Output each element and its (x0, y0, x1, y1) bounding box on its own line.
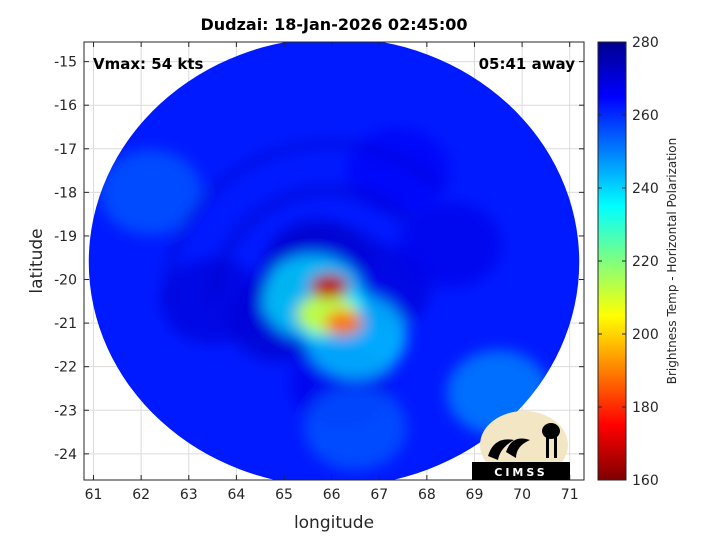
y-tick-label: -20 (54, 273, 77, 289)
swath-features (99, 127, 550, 471)
x-tick-label: 61 (85, 487, 103, 503)
y-tick-label: -18 (54, 185, 77, 201)
y-axis-label: latitude (27, 228, 47, 293)
x-tick-label: 64 (227, 487, 245, 503)
y-tick-label: -21 (54, 316, 77, 332)
swath-feature (99, 149, 203, 236)
x-tick-label: 71 (561, 487, 579, 503)
logo-text: CIMSS (494, 466, 547, 479)
axis-ticks: 61 62 63 64 65 66 67 68 69 70 71 -15 -16 -17 -18 -19 -20… (54, 42, 584, 503)
colorbar-tick-label: 260 (632, 108, 659, 124)
satellite-dish-icon-small (506, 438, 530, 458)
y-tick-label: -22 (54, 360, 77, 376)
y-tick-label: -17 (54, 142, 77, 158)
y-tick-label: -24 (54, 447, 77, 463)
colorbar-tick-label: 200 (632, 327, 659, 343)
swath-feature (310, 273, 349, 299)
cimss-logo: CIMSS (472, 411, 570, 480)
swath-feature (324, 310, 363, 336)
x-tick-label: 65 (275, 487, 293, 503)
rainband-arc (209, 184, 413, 302)
swath-feature (304, 384, 407, 471)
x-axis-label: longitude (294, 513, 374, 533)
colorbar-tick-label: 280 (632, 35, 659, 51)
y-tick-label: -19 (54, 229, 77, 245)
x-tick-label: 70 (513, 487, 531, 503)
colorbar: 280 260 240 220 200 180 160 Brightness Temp - … (597, 35, 679, 489)
logo-band (472, 462, 570, 480)
satellite-dish-icon (488, 439, 514, 460)
rainband-arc (250, 224, 385, 302)
chart-title: Dudzai: 18-Jan-2026 02:45:00 (200, 15, 467, 34)
colorbar-tick-label: 180 (632, 400, 659, 416)
colorbar-tick-label: 240 (632, 181, 659, 197)
x-tick-label: 68 (418, 487, 436, 503)
water-tower-icon (542, 423, 560, 439)
y-tick-label: -15 (54, 55, 77, 71)
x-tick-label: 66 (323, 487, 341, 503)
colorbar-gradient (597, 41, 627, 481)
plot-frame (83, 41, 585, 481)
colorbar-tick-label: 160 (632, 473, 659, 489)
x-tick-label: 67 (370, 487, 388, 503)
x-tick-label: 63 (180, 487, 198, 503)
vmax-annotation: Vmax: 54 kts (93, 55, 203, 73)
y-tick-label: -16 (54, 98, 77, 114)
microwave-swath (88, 42, 580, 480)
time-away-annotation: 05:41 away (479, 55, 576, 73)
colorbar-ticks: 280 260 240 220 200 180 160 (598, 35, 659, 489)
x-tick-label: 69 (466, 487, 484, 503)
swath-feature (399, 201, 503, 288)
y-tick-label: -23 (54, 403, 77, 419)
rainband-arc (163, 139, 446, 302)
x-tick-label: 62 (132, 487, 150, 503)
colorbar-label: Brightness Temp - Horizontal Polarizatio… (665, 138, 679, 385)
colorbar-tick-label: 220 (632, 254, 659, 270)
